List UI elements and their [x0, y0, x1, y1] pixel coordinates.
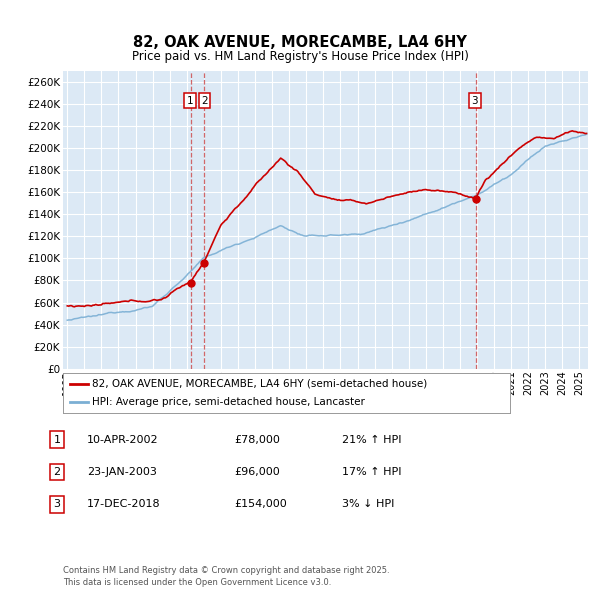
Text: 23-JAN-2003: 23-JAN-2003 [87, 467, 157, 477]
Text: 1: 1 [53, 435, 61, 444]
Text: 17-DEC-2018: 17-DEC-2018 [87, 500, 161, 509]
Text: 82, OAK AVENUE, MORECAMBE, LA4 6HY (semi-detached house): 82, OAK AVENUE, MORECAMBE, LA4 6HY (semi… [92, 379, 427, 389]
Text: 3: 3 [53, 500, 61, 509]
Bar [191, 71, 193, 369]
Bar [204, 71, 205, 369]
Text: 21% ↑ HPI: 21% ↑ HPI [342, 435, 401, 444]
Text: £154,000: £154,000 [234, 500, 287, 509]
Text: 1: 1 [187, 96, 194, 106]
Text: 10-APR-2002: 10-APR-2002 [87, 435, 158, 444]
Text: HPI: Average price, semi-detached house, Lancaster: HPI: Average price, semi-detached house,… [92, 397, 365, 407]
Text: 82, OAK AVENUE, MORECAMBE, LA4 6HY: 82, OAK AVENUE, MORECAMBE, LA4 6HY [133, 35, 467, 50]
Text: Price paid vs. HM Land Registry's House Price Index (HPI): Price paid vs. HM Land Registry's House … [131, 50, 469, 63]
Text: 17% ↑ HPI: 17% ↑ HPI [342, 467, 401, 477]
Text: Contains HM Land Registry data © Crown copyright and database right 2025.
This d: Contains HM Land Registry data © Crown c… [63, 566, 389, 587]
Text: 2: 2 [201, 96, 208, 106]
Text: 2: 2 [53, 467, 61, 477]
Text: 3: 3 [472, 96, 478, 106]
Text: 3% ↓ HPI: 3% ↓ HPI [342, 500, 394, 509]
Text: £96,000: £96,000 [234, 467, 280, 477]
Bar [476, 71, 477, 369]
Text: £78,000: £78,000 [234, 435, 280, 444]
